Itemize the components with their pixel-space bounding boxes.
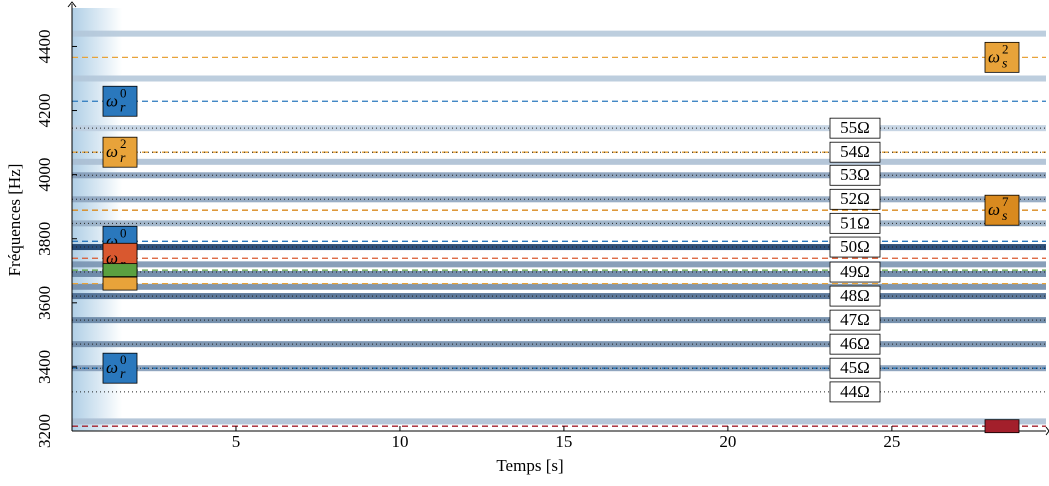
x-tick-label: 15 bbox=[555, 432, 572, 451]
mode-label-sub: s bbox=[1002, 209, 1008, 224]
resistance-label: 44Ω bbox=[840, 382, 870, 401]
resistance-label: 48Ω bbox=[840, 286, 870, 305]
spectrum-band bbox=[72, 158, 1046, 165]
resistance-label: 53Ω bbox=[840, 165, 870, 184]
spectrum-band bbox=[72, 317, 1046, 324]
mode-label-sub: r bbox=[120, 100, 126, 115]
mode-box bbox=[984, 41, 1020, 73]
resistance-label: 52Ω bbox=[840, 189, 870, 208]
resistance-label: 47Ω bbox=[840, 310, 870, 329]
y-tick-label: 4400 bbox=[35, 29, 54, 63]
resistance-box bbox=[829, 333, 881, 355]
x-tick-label: 20 bbox=[719, 432, 736, 451]
mode-box bbox=[102, 85, 138, 117]
spectrum-band bbox=[72, 293, 1046, 300]
y-arrow bbox=[67, 1, 77, 8]
y-tick-label: 4000 bbox=[35, 158, 54, 192]
plot-area bbox=[72, 30, 1046, 427]
resistance-box bbox=[829, 309, 881, 331]
resistance-box bbox=[829, 212, 881, 234]
mode-label-sup: 2 bbox=[1002, 41, 1009, 56]
mode-box bbox=[984, 194, 1020, 226]
x-tick-label: 25 bbox=[883, 432, 900, 451]
resistance-box bbox=[829, 236, 881, 258]
resistance-box bbox=[829, 117, 881, 139]
spectrum-band bbox=[72, 125, 1046, 132]
spectrum-band bbox=[72, 341, 1046, 348]
mode-label-sup: 2 bbox=[120, 136, 127, 151]
mode-label-base: ω bbox=[106, 358, 118, 377]
resistance-box bbox=[829, 261, 881, 283]
resistance-label: 45Ω bbox=[840, 358, 870, 377]
mode-box bbox=[102, 352, 138, 384]
mode-label-base: ω bbox=[988, 200, 1000, 219]
x-axis-label: Temps [s] bbox=[496, 456, 563, 475]
spectrum-band bbox=[72, 196, 1046, 203]
mode-box bbox=[984, 419, 1020, 434]
spectrum-band bbox=[72, 270, 1046, 277]
resistance-label: 51Ω bbox=[840, 213, 870, 232]
resistance-box bbox=[829, 141, 881, 163]
mode-label-sup: 7 bbox=[1002, 194, 1009, 209]
resistance-box bbox=[829, 381, 881, 403]
mode-label-sub: s bbox=[1002, 57, 1008, 72]
mode-label-base: ω bbox=[988, 47, 1000, 66]
resistance-label: 54Ω bbox=[840, 142, 870, 161]
resistance-box bbox=[829, 164, 881, 186]
spectrum-band bbox=[72, 244, 1046, 251]
resistance-label: 50Ω bbox=[840, 237, 870, 256]
spectrum-band bbox=[72, 172, 1046, 179]
mode-label-sub: r bbox=[120, 151, 126, 166]
mode-box bbox=[102, 276, 138, 291]
mode-label-sup: 0 bbox=[120, 225, 127, 240]
mode-label-sub: r bbox=[120, 367, 126, 382]
y-axis-label: Fréquences [Hz] bbox=[5, 164, 24, 277]
x-tick-label: 10 bbox=[391, 432, 408, 451]
mode-box bbox=[102, 263, 138, 278]
spectrum-band bbox=[72, 75, 1046, 82]
mode-label-base: ω bbox=[106, 91, 118, 110]
mode-label-sup: 0 bbox=[120, 352, 127, 367]
mode-label-base: ω bbox=[106, 248, 118, 267]
resistance-box bbox=[829, 188, 881, 210]
mode-label-base: ω bbox=[106, 142, 118, 161]
mode-box bbox=[102, 136, 138, 168]
x-arrow bbox=[1045, 426, 1049, 436]
resistance-label: 46Ω bbox=[840, 334, 870, 353]
spectrum-band bbox=[72, 261, 1046, 268]
y-tick-label: 3400 bbox=[35, 350, 54, 384]
resistance-box bbox=[829, 357, 881, 379]
spectrum-band bbox=[72, 30, 1046, 37]
resistance-box bbox=[829, 285, 881, 307]
spectrum-band bbox=[72, 220, 1046, 227]
y-tick-label: 3200 bbox=[35, 414, 54, 448]
y-tick-label: 3800 bbox=[35, 222, 54, 256]
y-tick-label: 4200 bbox=[35, 94, 54, 128]
spectrum-band bbox=[72, 365, 1046, 372]
y-tick-label: 3600 bbox=[35, 286, 54, 320]
spectrum-band bbox=[72, 283, 1046, 290]
resistance-label: 49Ω bbox=[840, 262, 870, 281]
spectrum-band bbox=[72, 418, 1046, 425]
mode-label-sup: 0 bbox=[120, 85, 127, 100]
axes bbox=[67, 1, 1049, 436]
resistance-label: 55Ω bbox=[840, 118, 870, 137]
x-tick-label: 5 bbox=[232, 432, 241, 451]
